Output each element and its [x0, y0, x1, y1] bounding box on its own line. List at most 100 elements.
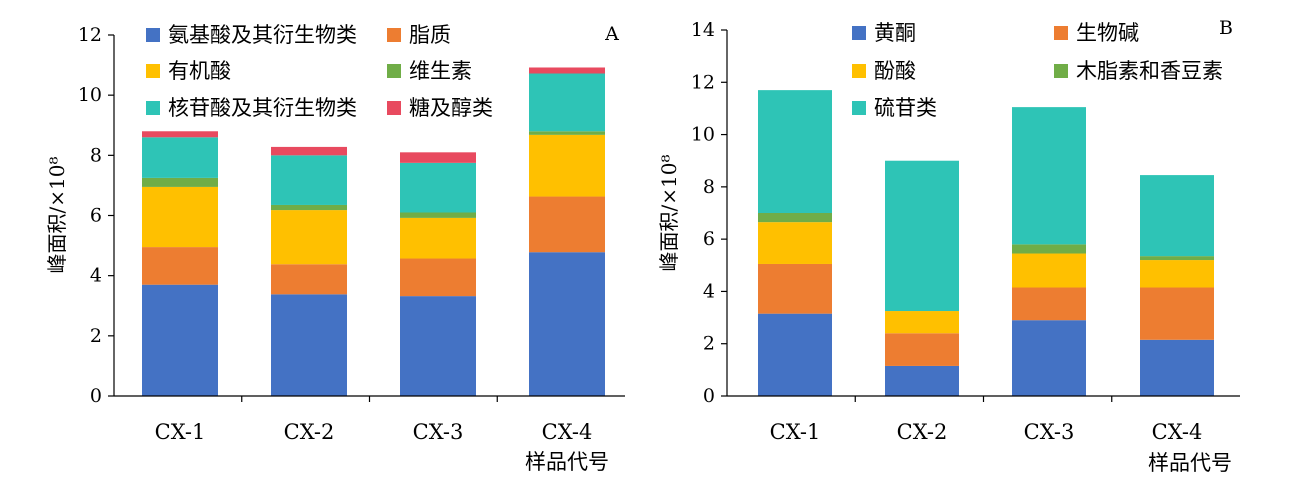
legend-item: 脂质 [387, 23, 451, 47]
bar-segment [400, 218, 476, 259]
x-tick-label: CX-2 [284, 420, 335, 444]
y-axis-title: 峰面积/×10⁸ [45, 157, 69, 274]
bar-segment [1140, 175, 1214, 256]
bar-segment [142, 247, 218, 285]
bar-segment [400, 296, 476, 396]
bar-segment [142, 137, 218, 178]
legend-label: 生物碱 [1076, 21, 1139, 45]
x-tick-label: CX-1 [770, 420, 821, 444]
legend-item: 糖及醇类 [387, 96, 493, 120]
bar-segment [758, 314, 832, 396]
legend-label: 有机酸 [168, 59, 231, 83]
legend-label: 硫苷类 [874, 96, 937, 120]
legend-item: 氨基酸及其衍生物类 [146, 23, 357, 47]
legend-swatch [852, 64, 866, 78]
x-tick-label: CX-3 [1024, 420, 1075, 444]
x-tick-label: CX-1 [155, 420, 206, 444]
y-tick-label: 4 [703, 280, 715, 302]
legend-swatch [1054, 26, 1068, 40]
y-tick-label: 0 [703, 385, 715, 407]
legend-label: 酚酸 [874, 59, 916, 83]
legend-swatch [387, 28, 401, 42]
y-tick-label: 4 [90, 265, 102, 287]
bar-segment [529, 67, 605, 73]
legend-swatch [852, 101, 866, 115]
bar-segment [142, 178, 218, 187]
chart-panel-a: 0 2 4 6 8 10 12 CX-1 CX-2 CX-3 CX-4 样品代号 峰面积/×10⁸ A 氨基… [45, 23, 625, 474]
legend-swatch [146, 64, 160, 78]
x-axis-title: 样品代号 [525, 450, 609, 474]
legend-item: 有机酸 [146, 59, 231, 83]
bar-segment [1140, 288, 1214, 340]
figure: 0 2 4 6 8 10 12 CX-1 CX-2 CX-3 CX-4 样品代号 峰面积/×10⁸ A 氨基… [0, 0, 1304, 483]
bar-segment [1012, 288, 1086, 321]
bar-segment [758, 213, 832, 222]
legend-item: 木脂素和香豆素 [1054, 59, 1223, 83]
bar-segment [529, 74, 605, 132]
bar-segment [400, 212, 476, 217]
legend-item: 维生素 [387, 59, 472, 83]
y-axis-title: 峰面积/×10⁸ [657, 155, 681, 272]
bar-segment [1140, 260, 1214, 287]
legend-label: 核苷酸及其衍生物类 [168, 96, 357, 120]
y-tick-label: 12 [78, 24, 102, 46]
bar-segment [142, 131, 218, 137]
y-tick-label: 2 [703, 333, 715, 355]
bar-segment [271, 155, 347, 205]
bar-segment [758, 222, 832, 264]
panel-label: A [604, 23, 619, 45]
chart-panel-b: 0 2 4 6 8 10 12 14 CX-1 CX-2 CX-3 CX-4 样品代号 峰面积/×10⁸ B… [657, 17, 1240, 475]
legend-item: 核苷酸及其衍生物类 [146, 96, 357, 120]
legend-item: 生物碱 [1054, 21, 1139, 45]
bar-segment [529, 197, 605, 253]
bar-segment [271, 264, 347, 294]
y-tick-label: 10 [78, 84, 102, 106]
x-tick-label: CX-4 [542, 420, 593, 444]
x-axis-title: 样品代号 [1148, 451, 1232, 475]
panel-label: B [1219, 17, 1233, 39]
bar-segment [271, 210, 347, 264]
bar-segment [400, 152, 476, 163]
bar-segment [758, 264, 832, 314]
bar-segment [271, 205, 347, 210]
y-tick-label: 2 [90, 325, 102, 347]
y-tick-label: 8 [90, 144, 102, 166]
x-tick-label: CX-2 [897, 420, 948, 444]
legend-swatch [852, 26, 866, 40]
bar-segment [1140, 256, 1214, 260]
y-tick-label: 10 [691, 124, 715, 146]
bar-segment [1012, 244, 1086, 253]
x-tick-label: CX-3 [413, 420, 464, 444]
legend-swatch [387, 101, 401, 115]
legend-swatch [146, 28, 160, 42]
legend-item: 硫苷类 [852, 96, 937, 120]
bar-segment [885, 311, 959, 333]
bar-segment [271, 294, 347, 396]
legend-label: 糖及醇类 [409, 96, 493, 120]
legend-item: 酚酸 [852, 59, 916, 83]
bar-segment [529, 131, 605, 135]
bar-segment [885, 366, 959, 396]
bar-segment [142, 187, 218, 247]
bar-segment [271, 147, 347, 155]
legend-label: 维生素 [409, 59, 472, 83]
bar-segment [1012, 320, 1086, 396]
y-tick-label: 6 [703, 228, 715, 250]
bar-segment [400, 259, 476, 297]
bar-segment [1012, 254, 1086, 288]
bar-segment [758, 90, 832, 213]
legend-swatch [387, 64, 401, 78]
bar-segment [400, 163, 476, 213]
bar-segment [1140, 340, 1214, 396]
legend-label: 脂质 [409, 23, 451, 47]
x-tick-label: CX-4 [1152, 420, 1203, 444]
legend-swatch [146, 101, 160, 115]
y-tick-label: 0 [90, 385, 102, 407]
legend-label: 木脂素和香豆素 [1076, 59, 1223, 83]
bar-segment [529, 252, 605, 396]
legend-item: 黄酮 [852, 21, 916, 45]
bar-segment [529, 135, 605, 197]
y-tick-label: 14 [691, 19, 715, 41]
y-tick-label: 8 [703, 176, 715, 198]
bar-segment [885, 161, 959, 311]
